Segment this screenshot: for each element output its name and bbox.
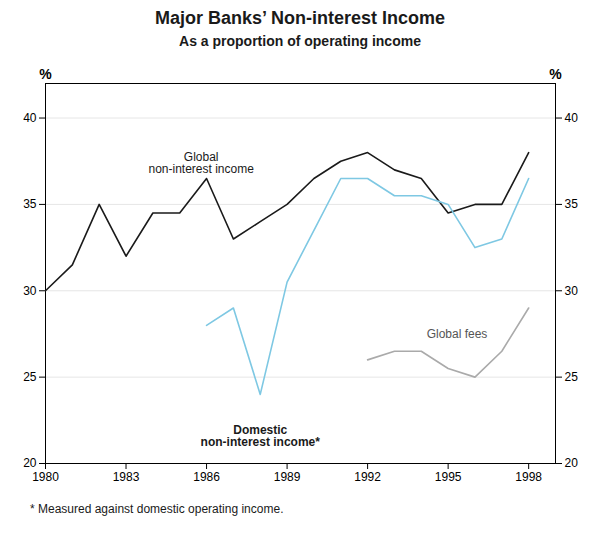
svg-text:1983: 1983 [113,470,140,484]
svg-text:1980: 1980 [32,470,59,484]
html-text:* Measured against domestic op: * Measured against domestic operating in… [30,502,284,516]
html-text:Major Banks’ Non-interest Inco: Major Banks’ Non-interest Income [155,8,445,28]
svg-text:30: 30 [565,284,579,298]
html-text:As a proportion of operating i: As a proportion of operating income [179,33,421,49]
svg-text:Domesticnon-interest income*: Domesticnon-interest income* [201,423,321,449]
svg-text:1998: 1998 [515,470,542,484]
svg-text:40: 40 [23,111,37,125]
svg-text:%: % [39,66,52,82]
svg-text:35: 35 [23,197,37,211]
svg-text:35: 35 [565,197,579,211]
svg-text:1989: 1989 [274,470,301,484]
svg-text:1995: 1995 [435,470,462,484]
svg-text:Globalnon-interest income: Globalnon-interest income [148,150,254,176]
svg-text:Global fees: Global fees [427,327,488,341]
svg-text:1986: 1986 [193,470,220,484]
svg-text:20: 20 [23,456,37,470]
svg-text:25: 25 [565,370,579,384]
svg-text:25: 25 [23,370,37,384]
svg-text:%: % [549,66,562,82]
svg-text:30: 30 [23,284,37,298]
svg-text:1992: 1992 [354,470,381,484]
svg-text:20: 20 [565,456,579,470]
svg-text:40: 40 [565,111,579,125]
